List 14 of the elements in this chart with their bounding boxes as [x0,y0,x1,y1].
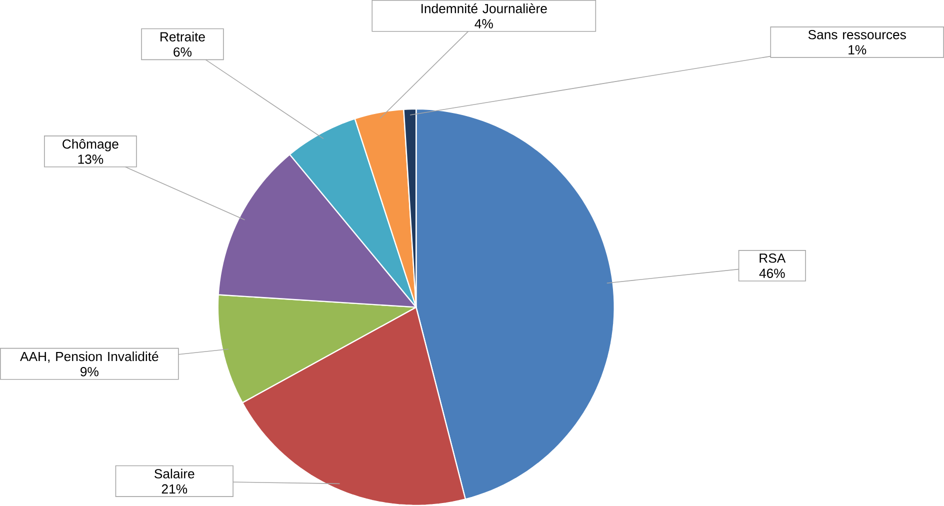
data-label: 6% [174,47,192,57]
data-label: 21% [162,484,188,494]
data-label: 13% [78,154,104,164]
slice-label: Indemnité Journalière [422,3,547,14]
data-label: 4% [474,19,493,28]
slice-label: AAH, Pension Invalidité [20,351,158,363]
slice-label: Retraite [160,32,205,42]
slice-label: Chômage [62,138,118,152]
data-label: 9% [80,367,98,376]
slice-label: Sans ressources [808,30,906,40]
data-label: 1% [848,45,866,54]
data-label: 46% [759,268,785,278]
slice-label: RSA [760,253,786,263]
slice-label: Salaire [154,468,194,478]
